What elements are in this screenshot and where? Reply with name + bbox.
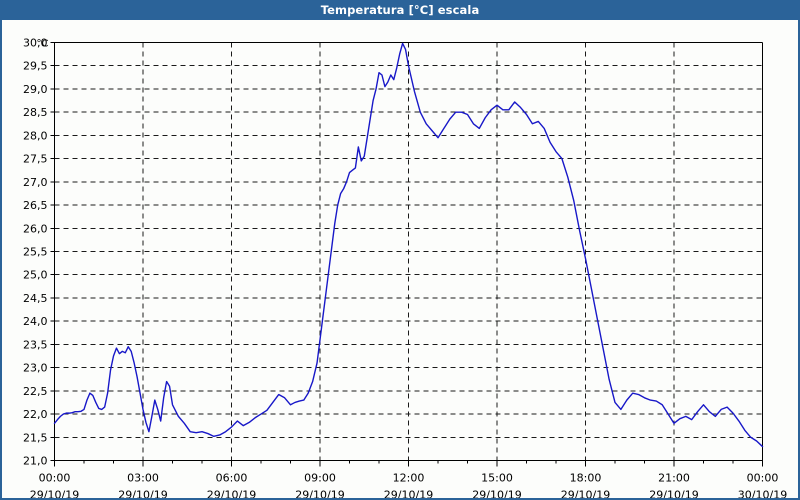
y-axis-tick-label: 25,0 (23, 269, 48, 282)
x-axis-time-label: 09:00 (304, 472, 336, 485)
x-axis-date-label: 29/10/19 (561, 489, 610, 499)
x-axis-time-label: 12:00 (393, 472, 425, 485)
window-title-bar: Temperatura [°C] escala (2, 0, 798, 20)
axis-tick-marks (50, 42, 763, 467)
x-axis-time-label: 21:00 (658, 472, 690, 485)
y-axis-tick-label: 26,5 (23, 199, 48, 212)
y-axis-tick-labels: 21,0 21,5 22,0 22,5 23,0 23,5 24,0 24,5 25,0 25,5… (23, 37, 48, 468)
y-axis-tick-label: 27,5 (23, 153, 48, 166)
y-axis-tick-label: 23,0 (23, 362, 48, 375)
axis-frame-path (53, 41, 764, 462)
x-axis-time-label: 03:00 (127, 472, 159, 485)
y-axis-tick-label: 22,0 (23, 408, 48, 421)
y-axis-tick-label: 24,5 (23, 292, 48, 305)
x-axis-time-label: 15:00 (481, 472, 513, 485)
y-axis-tick-label: 28,5 (23, 106, 48, 119)
x-axis-time-label: 18:00 (570, 472, 602, 485)
series-group (53, 42, 764, 448)
x-axis-date-label: 29/10/19 (118, 489, 167, 499)
y-axis-tick-label: 30,0 (23, 37, 48, 50)
x-axis-time-label: 00:00 (747, 472, 779, 485)
y-axis-tick-label: 21,5 (23, 431, 48, 444)
y-axis-tick-label: 24,0 (23, 315, 48, 328)
page-title: Temperatura [°C] escala (320, 3, 480, 17)
y-axis-unit-label: °C (37, 39, 49, 50)
y-axis-tick-label: 25,5 (23, 246, 48, 259)
x-axis-date-label: 30/10/19 (738, 489, 787, 499)
temperature-line-chart: °C 21,021,522,022,523,023,524,024,525,02… (23, 37, 787, 499)
plot-area-container: °C 21,0 21,5 22,0 22,5 23,0 23,5 24,0 24,5 25,0 2… (2, 20, 798, 499)
y-axis-tick-label: 23,5 (23, 338, 48, 351)
temperature-series-line (53, 42, 764, 448)
y-axis-tick-label: 29,5 (23, 60, 48, 73)
y-axis-tick-label: 27,0 (23, 176, 48, 189)
x-axis-date-label: 29/10/19 (30, 489, 79, 499)
y-axis-tick-label: 26,0 (23, 222, 48, 235)
y-axis-tick-label: 21,0 (23, 455, 48, 468)
vertical-gridlines (142, 42, 675, 461)
y-axis-unit-label-group: °C (37, 39, 49, 50)
x-axis-date-label: 29/10/19 (384, 489, 433, 499)
axis-frame (53, 41, 764, 462)
x-axis-time-label: 06:00 (216, 472, 248, 485)
x-axis-time-label: 00:00 (39, 472, 71, 485)
y-axis-tick-label: 22,5 (23, 385, 48, 398)
x-axis-date-label: 29/10/19 (207, 489, 256, 499)
x-axis-date-label: 29/10/19 (649, 489, 698, 499)
y-axis-tick-label: 29,0 (23, 83, 48, 96)
x-axis-tick-labels: 00:00 29/10/19 03:00 29/10/19 06:00 29/10/19 0… (30, 472, 787, 499)
y-axis-tick-label: 28,0 (23, 129, 48, 142)
x-axis-date-label: 29/10/19 (295, 489, 344, 499)
x-axis-date-label: 29/10/19 (472, 489, 521, 499)
